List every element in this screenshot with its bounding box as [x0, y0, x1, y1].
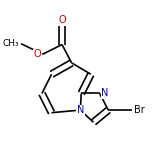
Text: O: O: [33, 49, 41, 59]
Text: Br: Br: [134, 105, 144, 115]
Text: N: N: [77, 105, 84, 115]
Text: CH₃: CH₃: [3, 39, 19, 48]
Text: N: N: [101, 88, 109, 98]
Text: O: O: [58, 15, 66, 25]
